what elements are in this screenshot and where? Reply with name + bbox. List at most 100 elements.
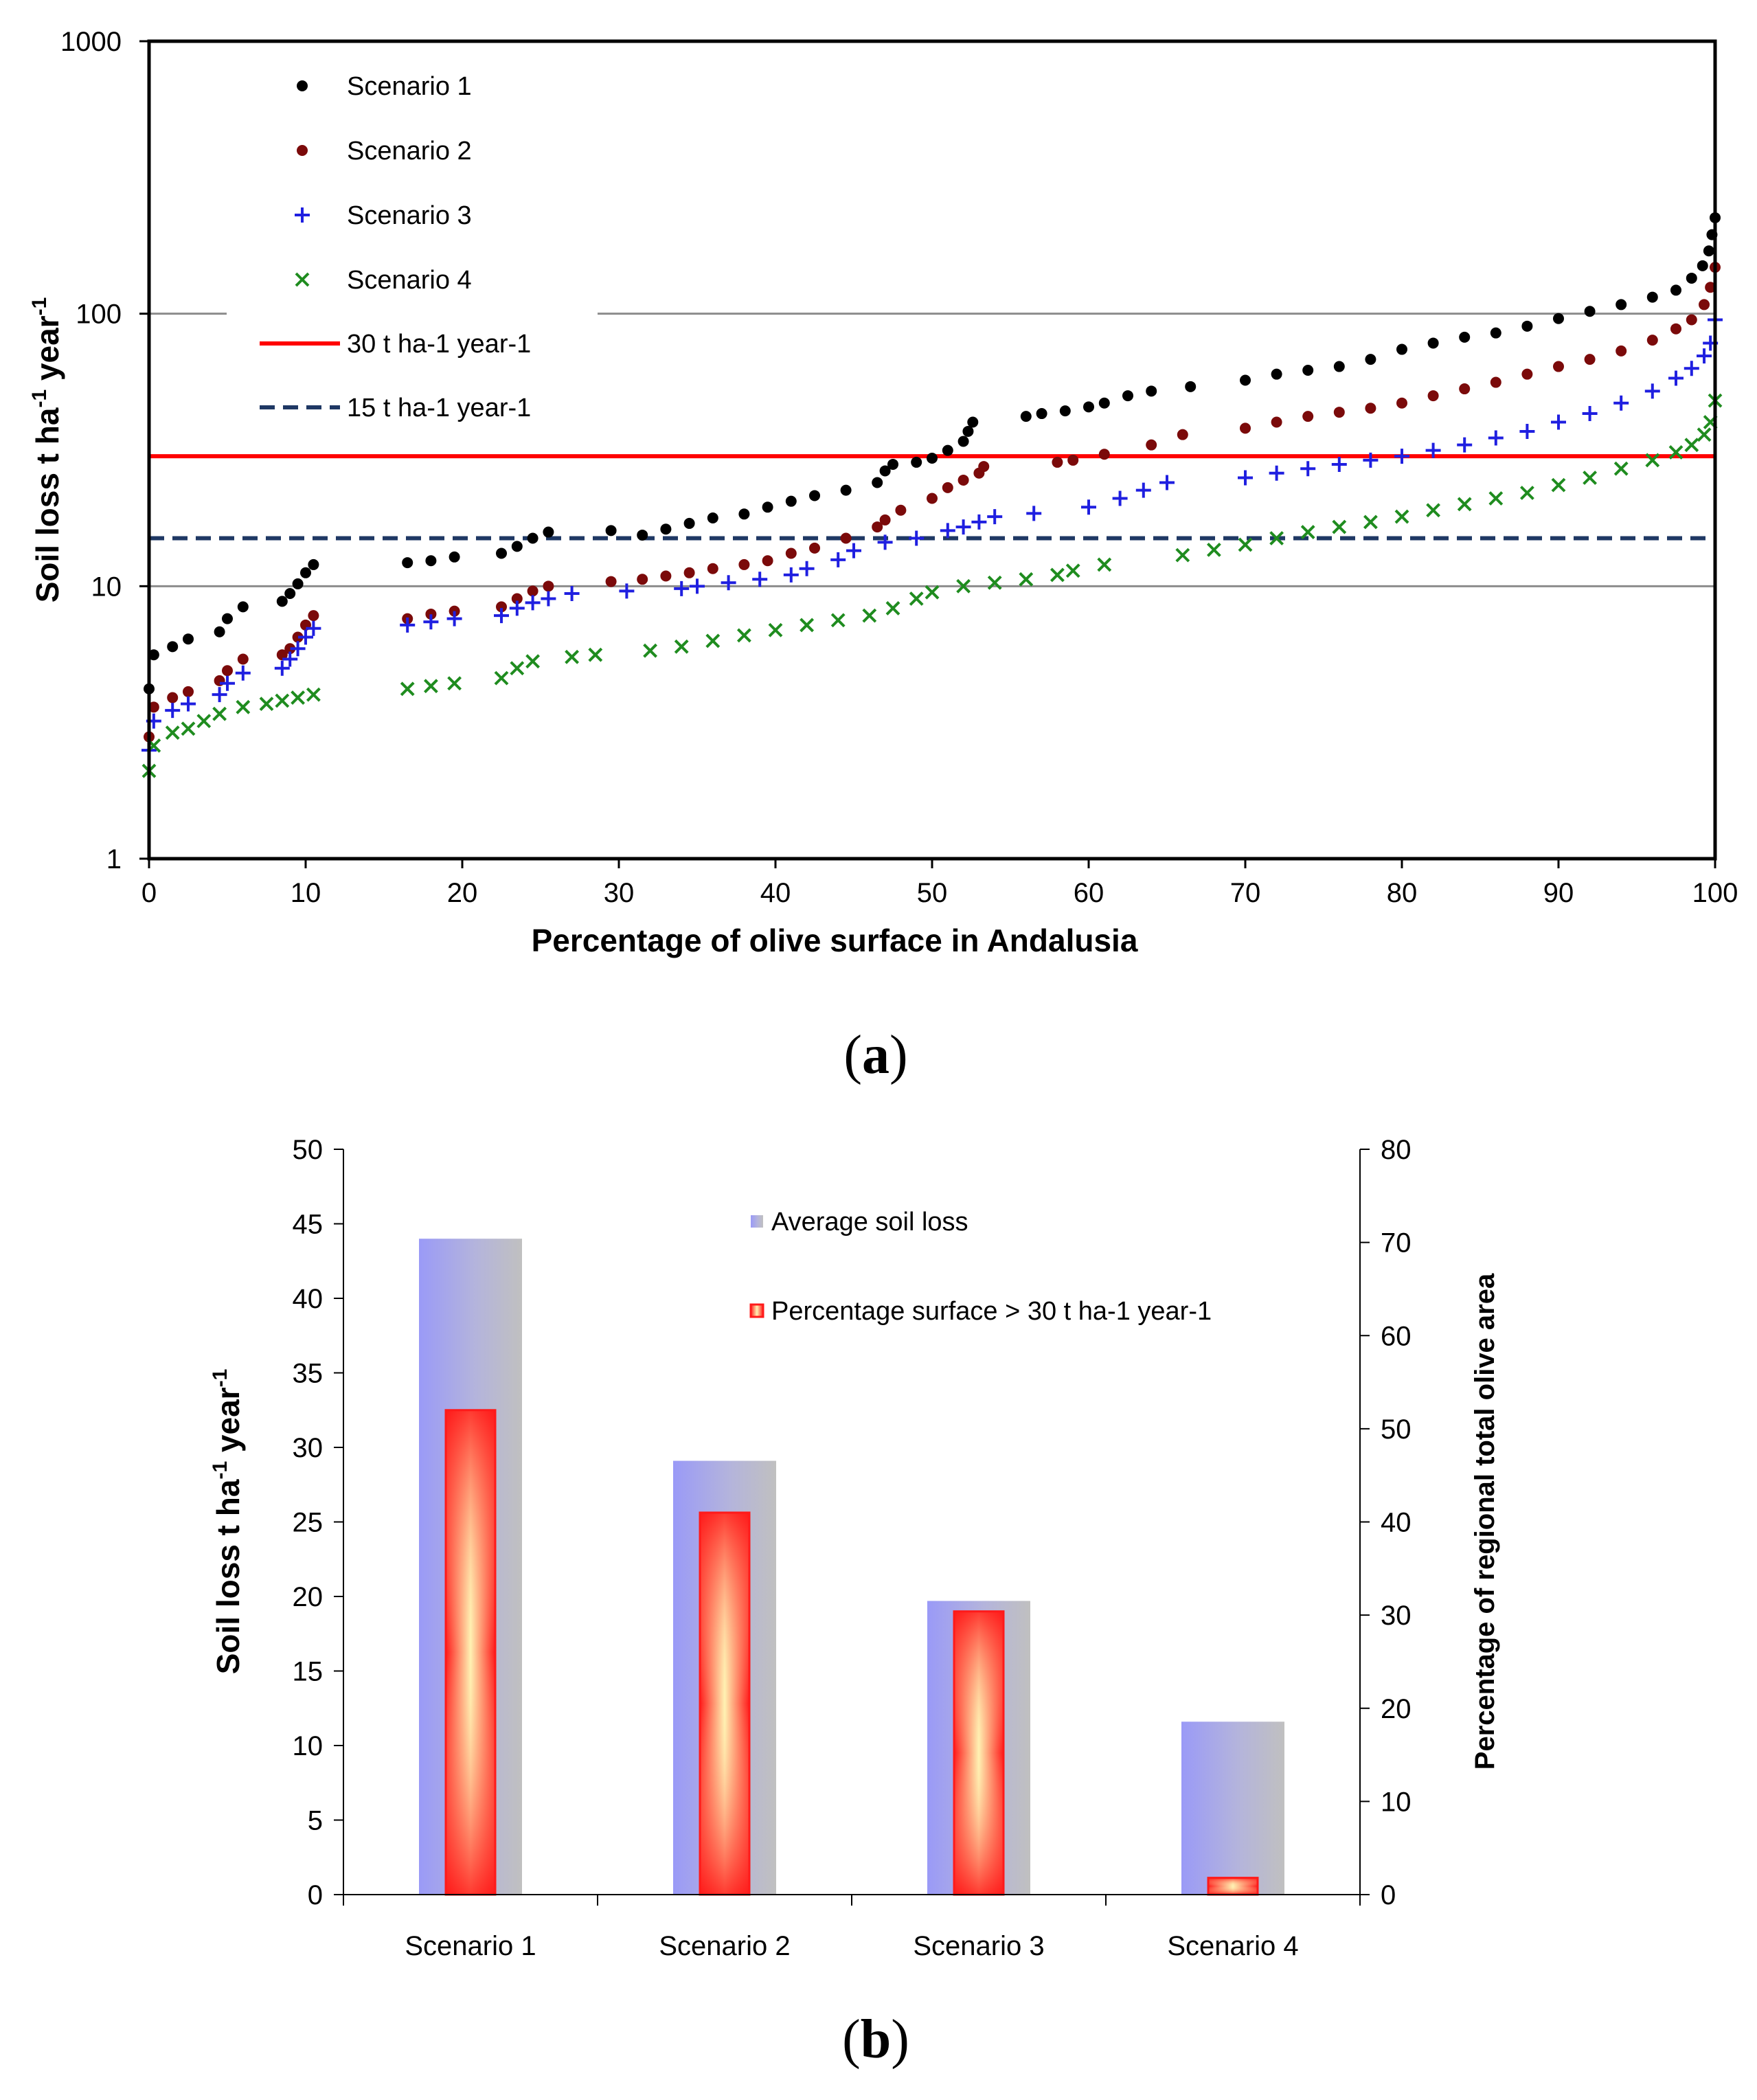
data-point	[927, 452, 938, 464]
legend-marker-scenario-4	[295, 272, 310, 287]
data-point	[978, 461, 990, 473]
data-point	[862, 608, 877, 623]
data-point	[1616, 345, 1627, 357]
y-tick-label: 0	[308, 1880, 323, 1910]
data-point	[1521, 320, 1533, 332]
data-point	[1081, 499, 1096, 515]
y-title-a-main: Soil loss t ha	[30, 407, 65, 602]
data-point	[1271, 368, 1282, 380]
data-point	[1020, 411, 1032, 422]
data-point	[957, 436, 969, 447]
data-point	[957, 474, 969, 486]
data-point	[1240, 422, 1251, 434]
data-point	[660, 570, 672, 582]
data-point	[911, 456, 922, 468]
x-category-label: Scenario 1	[405, 1931, 536, 1961]
data-point	[1425, 442, 1441, 458]
data-point	[683, 517, 695, 529]
data-point	[736, 628, 751, 643]
data-point	[565, 649, 580, 664]
y-title-b-sup2: -1	[209, 1369, 231, 1388]
legend-marker-scenario-2	[297, 145, 308, 156]
data-point	[1582, 406, 1598, 422]
data-point	[799, 561, 815, 576]
bar-percentage-edge	[953, 1610, 1005, 1896]
data-point	[511, 593, 523, 605]
data-point	[738, 508, 750, 520]
data-point	[1551, 477, 1566, 493]
data-point	[292, 631, 304, 643]
data-point	[511, 541, 523, 552]
data-point	[1036, 408, 1047, 420]
data-point	[762, 555, 773, 567]
bars	[419, 1239, 1284, 1896]
data-point	[543, 526, 554, 538]
data-point	[1645, 453, 1660, 468]
scatter-points	[141, 212, 1723, 778]
data-point	[237, 653, 249, 665]
legend-label-scenario-4: Scenario 4	[347, 266, 472, 295]
data-point	[1553, 313, 1564, 324]
data-point	[1269, 531, 1284, 545]
legend-a-markers	[295, 80, 310, 287]
data-point	[785, 547, 797, 559]
bar-percentage-edge	[699, 1511, 751, 1896]
series-scenario-1	[144, 212, 1721, 695]
legend-label-scenario-3: Scenario 3	[347, 201, 472, 230]
legend-marker-scenario-1	[297, 80, 308, 91]
bar-percentage-edge	[444, 1409, 497, 1896]
bar-percentage-surface	[953, 1610, 1005, 1896]
x-tick-label: 70	[1230, 878, 1261, 908]
data-point	[1686, 314, 1697, 326]
data-point	[1668, 445, 1684, 460]
data-point	[1067, 454, 1079, 466]
x-tick-label: 0	[141, 878, 157, 908]
y-title-b-mid: year	[210, 1387, 246, 1461]
data-point	[925, 585, 940, 600]
data-point	[762, 501, 773, 513]
data-point	[1098, 449, 1110, 460]
y-tick-label: 1000	[60, 27, 122, 57]
data-point	[887, 458, 898, 470]
data-point	[291, 690, 306, 705]
data-point	[1668, 370, 1684, 386]
data-point	[783, 567, 799, 583]
data-point	[1705, 282, 1716, 293]
data-point	[1457, 497, 1472, 512]
data-point	[222, 665, 233, 677]
data-point	[872, 521, 883, 533]
data-point	[167, 692, 179, 703]
data-point	[809, 542, 820, 554]
y-title-b-main: Soil loss t ha	[210, 1479, 246, 1674]
data-point	[840, 484, 852, 496]
data-point	[1697, 260, 1708, 271]
series-scenario-4	[141, 393, 1723, 778]
data-point	[1146, 439, 1157, 451]
data-point	[181, 696, 196, 712]
y2-tick-label: 30	[1381, 1601, 1412, 1631]
data-point	[1365, 403, 1376, 414]
data-point	[1646, 335, 1658, 346]
data-point	[167, 641, 179, 653]
x-tick-label: 60	[1074, 878, 1104, 908]
data-point	[971, 514, 987, 530]
data-point	[1159, 475, 1175, 490]
data-point	[1365, 354, 1376, 365]
data-point	[690, 578, 705, 594]
y-tick-label: 50	[293, 1135, 324, 1165]
y-tick-label: 35	[293, 1359, 324, 1389]
legend-swatch-avg	[751, 1215, 763, 1228]
data-point	[1584, 306, 1596, 317]
data-point	[400, 617, 416, 633]
y2-tick-label: 80	[1381, 1135, 1412, 1165]
data-point	[1206, 542, 1221, 557]
data-point	[1332, 519, 1347, 534]
panel-b-chart: 0 5 10 15 20 25 30 35 40 45 50 0 10 20 30 40 50 60 70 80 S…	[209, 1135, 1500, 2070]
data-point	[738, 558, 750, 570]
x-tick-label: 100	[1692, 878, 1738, 908]
data-point	[1269, 465, 1284, 481]
bar-average-soil-loss	[1181, 1721, 1284, 1895]
data-point	[721, 575, 736, 591]
data-point	[879, 465, 891, 477]
data-point	[1490, 376, 1501, 388]
